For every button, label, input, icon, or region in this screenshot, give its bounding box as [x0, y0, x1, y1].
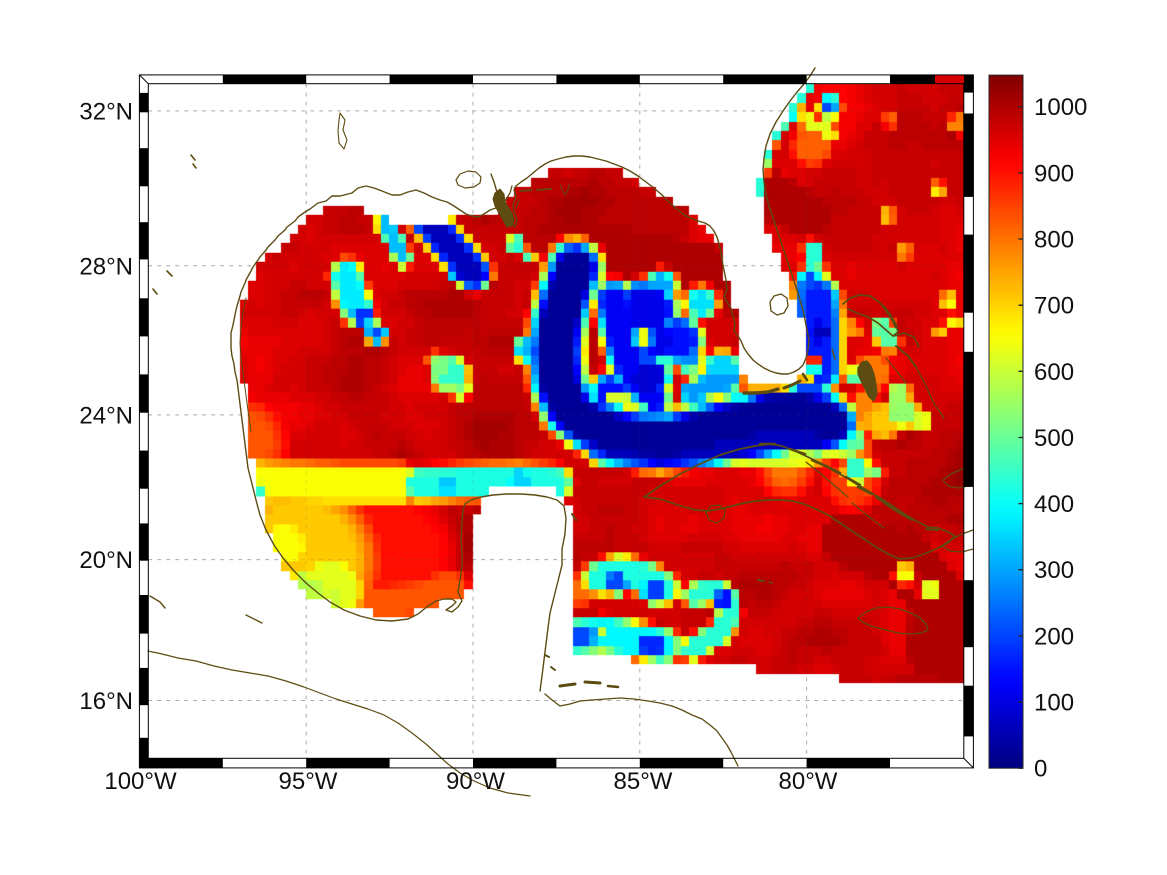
- svg-text:200: 200: [1034, 623, 1074, 650]
- svg-text:24°N: 24°N: [79, 402, 133, 429]
- svg-text:85°W: 85°W: [614, 768, 673, 795]
- svg-text:400: 400: [1034, 491, 1074, 518]
- svg-text:32°N: 32°N: [79, 98, 133, 125]
- svg-text:800: 800: [1034, 227, 1074, 254]
- svg-text:0: 0: [1034, 756, 1047, 783]
- svg-text:300: 300: [1034, 557, 1074, 584]
- svg-text:700: 700: [1034, 293, 1074, 320]
- svg-text:95°W: 95°W: [279, 768, 338, 795]
- svg-text:16°N: 16°N: [79, 688, 133, 715]
- svg-text:28°N: 28°N: [79, 253, 133, 280]
- svg-text:90°W: 90°W: [446, 768, 505, 795]
- svg-text:20°N: 20°N: [79, 547, 133, 574]
- svg-text:100°W: 100°W: [104, 768, 177, 795]
- svg-text:500: 500: [1034, 425, 1074, 452]
- svg-text:600: 600: [1034, 359, 1074, 386]
- svg-text:900: 900: [1034, 160, 1074, 187]
- svg-text:80°W: 80°W: [779, 768, 838, 795]
- svg-text:1000: 1000: [1034, 94, 1087, 121]
- svg-text:100: 100: [1034, 690, 1074, 717]
